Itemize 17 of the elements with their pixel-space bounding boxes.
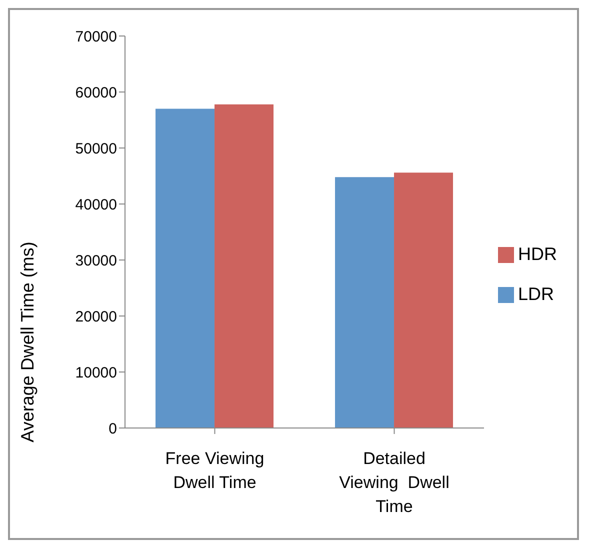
- y-tick-label: 40000: [75, 196, 117, 214]
- y-tick-label: 50000: [75, 140, 117, 158]
- bar: [335, 177, 394, 428]
- y-tick-label: 70000: [75, 28, 117, 46]
- y-tick-label: 30000: [75, 252, 117, 270]
- y-tick-label: 10000: [75, 364, 117, 382]
- x-tick-label: Free Viewing Dwell Time: [165, 449, 264, 492]
- y-tick-label: 0: [108, 420, 117, 438]
- y-tick-label: 60000: [75, 84, 117, 102]
- legend-label: LDR: [518, 284, 554, 304]
- x-tick-label: Detailed Viewing Dwell Time: [339, 449, 450, 516]
- bar: [214, 104, 274, 428]
- y-axis-title: Average Dwell Time (ms): [17, 242, 38, 442]
- legend-label: HDR: [518, 244, 557, 264]
- bar: [156, 108, 215, 428]
- y-tick-label: 20000: [75, 308, 117, 326]
- bar: [394, 172, 454, 428]
